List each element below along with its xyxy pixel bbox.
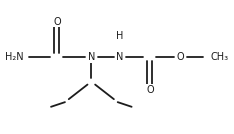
Text: O: O [177, 52, 185, 62]
Text: H₂N: H₂N [5, 52, 24, 62]
Text: O: O [146, 85, 154, 95]
Text: N: N [116, 52, 124, 62]
Text: N: N [88, 52, 95, 62]
Text: CH₃: CH₃ [211, 52, 229, 62]
Text: H: H [116, 31, 124, 42]
Text: O: O [53, 17, 61, 27]
